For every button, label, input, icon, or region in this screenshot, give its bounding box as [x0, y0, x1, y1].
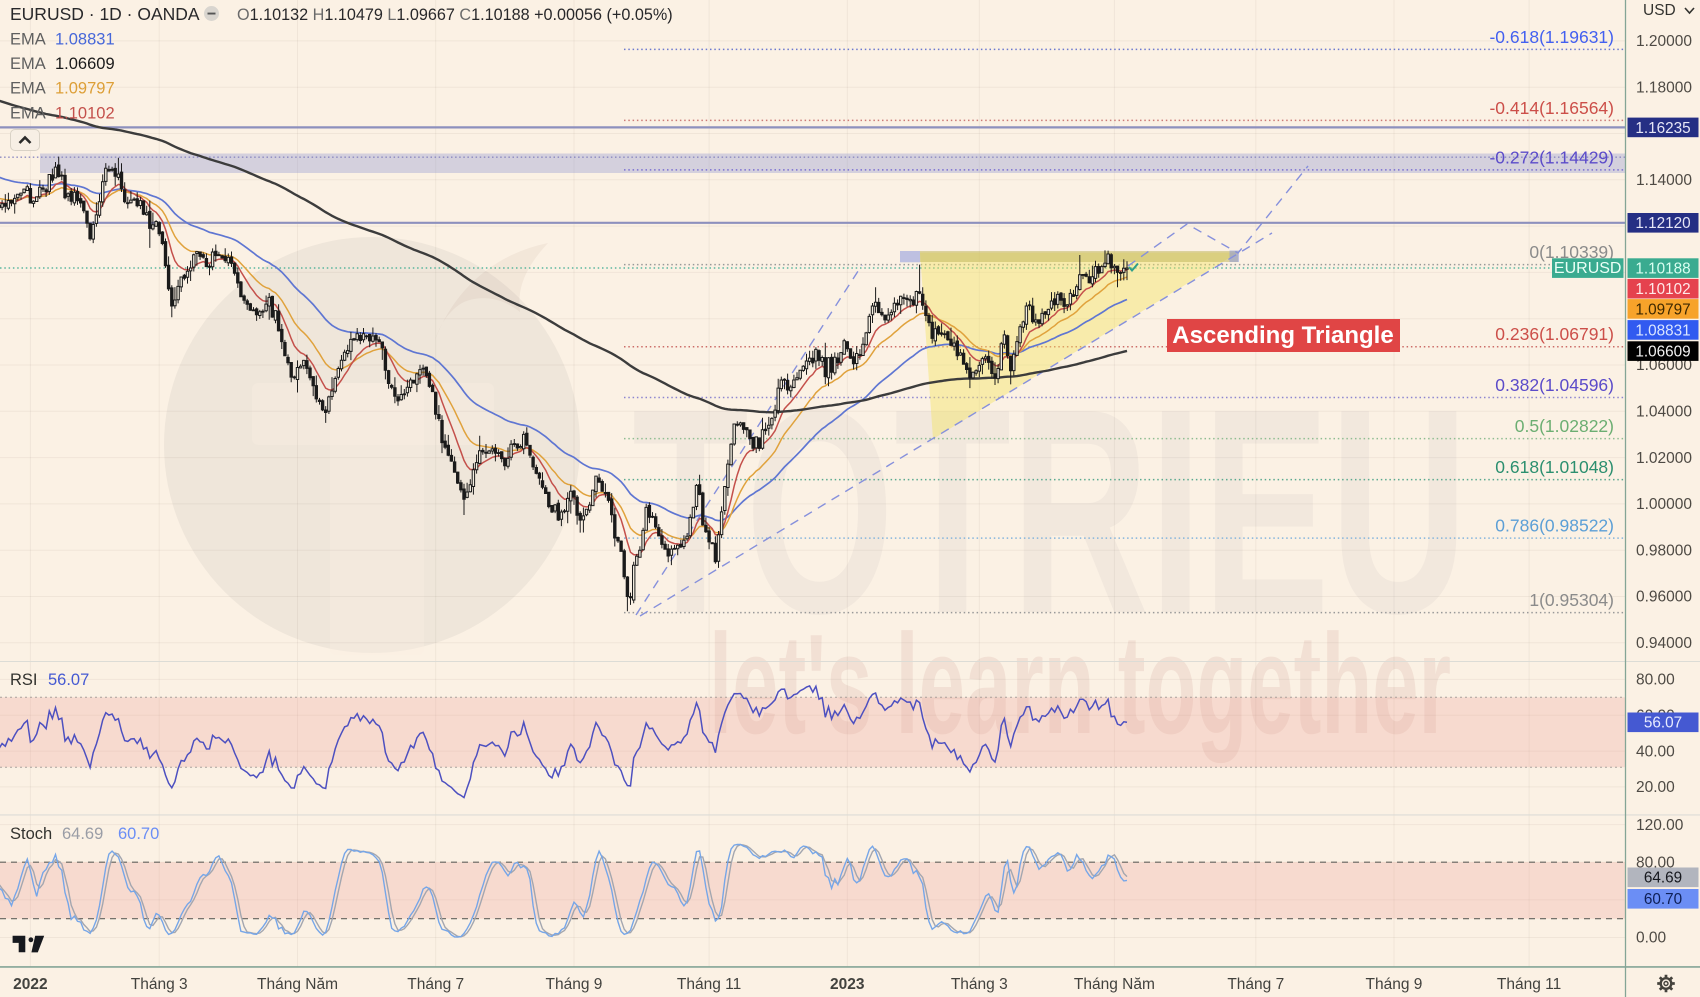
svg-text:60.70: 60.70 [1644, 891, 1682, 908]
svg-text:USD: USD [1643, 2, 1676, 19]
svg-text:80.00: 80.00 [1636, 672, 1675, 689]
svg-text:EMA: EMA [10, 31, 46, 49]
svg-text:EMA: EMA [10, 55, 46, 73]
svg-text:1.04000: 1.04000 [1636, 404, 1692, 421]
svg-text:0.98000: 0.98000 [1636, 542, 1692, 559]
svg-text:56.07: 56.07 [1644, 715, 1682, 732]
svg-text:0.96000: 0.96000 [1636, 589, 1692, 606]
svg-text:1.02000: 1.02000 [1636, 450, 1692, 467]
svg-text:0(1.10339): 0(1.10339) [1529, 242, 1614, 262]
svg-text:2022: 2022 [13, 976, 47, 993]
svg-text:0.236(1.06791): 0.236(1.06791) [1495, 324, 1614, 344]
svg-text:1(0.95304): 1(0.95304) [1529, 590, 1614, 610]
svg-text:1.18000: 1.18000 [1636, 79, 1692, 96]
svg-text:1.12120: 1.12120 [1635, 215, 1690, 232]
svg-text:-0.618(1.19631): -0.618(1.19631) [1489, 27, 1614, 47]
svg-text:let's learn together: let's learn together [709, 605, 1451, 764]
svg-text:1.06000: 1.06000 [1636, 357, 1692, 374]
svg-text:Ascending Triangle: Ascending Triangle [1172, 322, 1393, 349]
svg-text:EURUSD: EURUSD [1554, 260, 1622, 277]
svg-text:56.07: 56.07 [48, 671, 89, 689]
svg-text:O1.10132 H1.10479 L1.09667 C1.: O1.10132 H1.10479 L1.09667 C1.10188 +0.0… [237, 6, 673, 24]
svg-text:-0.272(1.14429): -0.272(1.14429) [1489, 147, 1614, 167]
svg-text:1.06609: 1.06609 [1635, 344, 1690, 361]
svg-text:1.16235: 1.16235 [1635, 120, 1690, 137]
svg-text:120.00: 120.00 [1636, 817, 1684, 834]
svg-text:1.06609: 1.06609 [55, 55, 115, 73]
svg-text:Tháng Năm: Tháng Năm [1074, 976, 1155, 993]
svg-text:80.00: 80.00 [1636, 854, 1675, 871]
svg-text:Tháng 7: Tháng 7 [407, 976, 464, 993]
svg-text:64.69: 64.69 [62, 825, 103, 843]
svg-text:Tháng 3: Tháng 3 [131, 976, 188, 993]
svg-text:0.786(0.98522): 0.786(0.98522) [1495, 516, 1614, 536]
svg-text:0.94000: 0.94000 [1636, 635, 1692, 652]
svg-text:60.70: 60.70 [118, 825, 159, 843]
svg-text:0.5(1.02822): 0.5(1.02822) [1515, 416, 1614, 436]
svg-text:20.00: 20.00 [1636, 779, 1675, 796]
svg-text:Tháng 3: Tháng 3 [951, 976, 1008, 993]
svg-text:EMA: EMA [10, 105, 46, 123]
svg-text:Tháng 11: Tháng 11 [1497, 976, 1561, 993]
svg-text:1.20000: 1.20000 [1636, 33, 1692, 50]
svg-text:1.09797: 1.09797 [55, 80, 115, 98]
svg-text:0.382(1.04596): 0.382(1.04596) [1495, 375, 1614, 395]
svg-text:1.09797: 1.09797 [1635, 301, 1690, 318]
svg-text:TOTRIEU: TOTRIEU [632, 348, 1468, 674]
svg-text:1.14000: 1.14000 [1636, 172, 1692, 189]
svg-text:EMA: EMA [10, 80, 46, 98]
svg-text:64.69: 64.69 [1644, 870, 1682, 887]
svg-text:0.00: 0.00 [1636, 930, 1667, 947]
svg-text:1.08831: 1.08831 [1635, 322, 1690, 339]
svg-text:EURUSD · 1D · OANDA: EURUSD · 1D · OANDA [10, 4, 200, 24]
svg-text:0.618(1.01048): 0.618(1.01048) [1495, 457, 1614, 477]
svg-text:1.08831: 1.08831 [55, 31, 115, 49]
svg-text:Tháng Năm: Tháng Năm [257, 976, 338, 993]
svg-text:1.00000: 1.00000 [1636, 496, 1692, 513]
svg-text:RSI: RSI [10, 671, 38, 689]
svg-text:-0.414(1.16564): -0.414(1.16564) [1489, 98, 1614, 118]
svg-text:1.10188: 1.10188 [1635, 261, 1690, 278]
svg-text:Tháng 7: Tháng 7 [1227, 976, 1284, 993]
svg-text:Stoch: Stoch [10, 825, 52, 843]
svg-text:Tháng 9: Tháng 9 [1366, 976, 1423, 993]
svg-text:1.10102: 1.10102 [1635, 281, 1690, 298]
svg-text:40.00: 40.00 [1636, 743, 1675, 760]
svg-text:Tháng 9: Tháng 9 [546, 976, 603, 993]
svg-text:1.10102: 1.10102 [55, 105, 115, 123]
svg-text:Tháng 11: Tháng 11 [677, 976, 741, 993]
svg-text:2023: 2023 [830, 976, 865, 993]
